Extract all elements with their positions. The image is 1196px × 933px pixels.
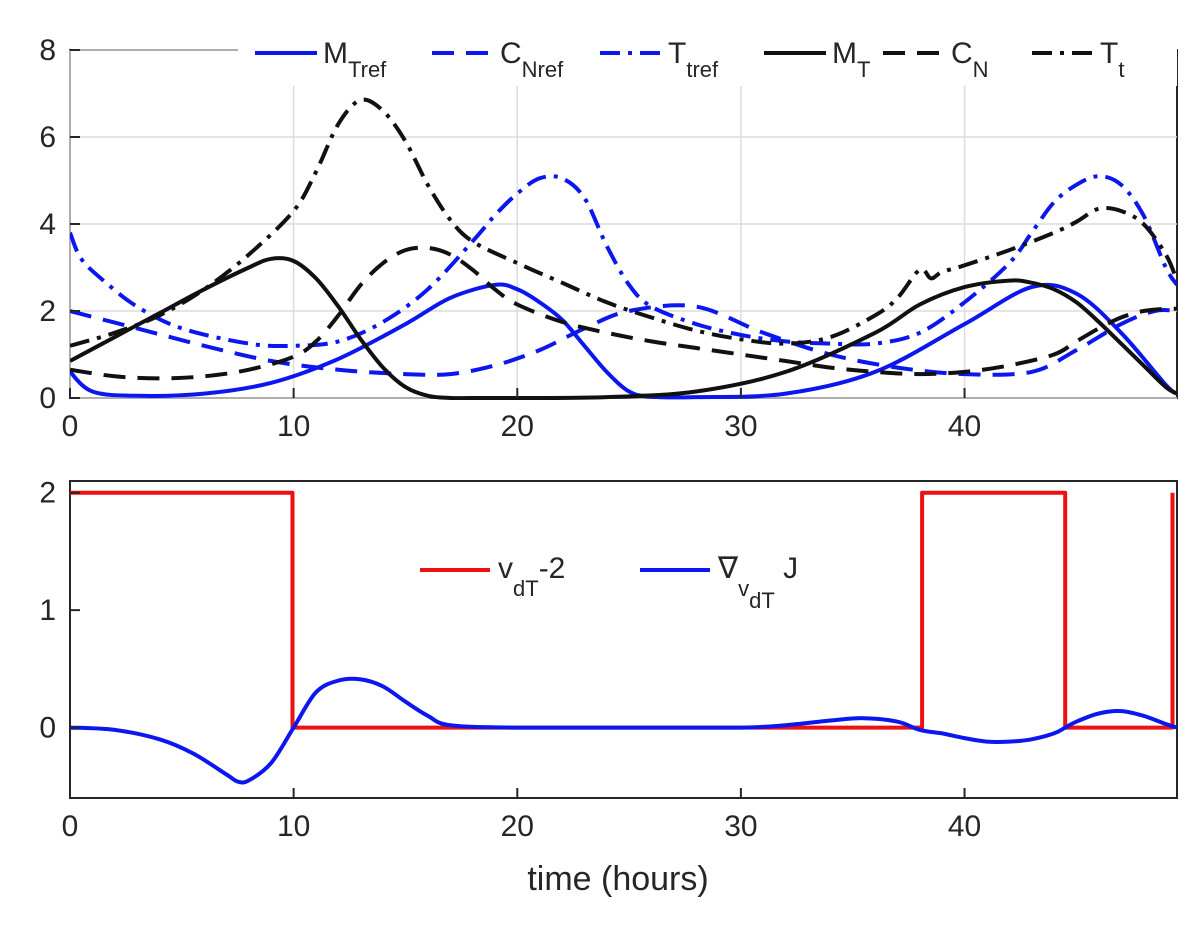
y-tick-label: 1: [39, 594, 56, 627]
legend-label-0: vdT-2: [498, 552, 565, 601]
bottom-x-tick-labels: 0 10 20 30 40: [62, 810, 982, 843]
x-tick-label: 20: [501, 410, 534, 443]
top-legend-box: [238, 36, 1177, 86]
series-line-2: [70, 174, 1177, 349]
y-tick-label: 2: [39, 295, 56, 328]
x-tick-label: 40: [948, 810, 981, 843]
top-series-lines: [70, 97, 1177, 400]
y-tick-label: 8: [39, 34, 56, 67]
series-line-5: [70, 97, 1177, 348]
x-tick-label: 40: [948, 410, 981, 443]
x-axis-label: time (hours): [527, 860, 708, 898]
legend-label-0: MTref: [323, 37, 387, 82]
y-tick-label: 4: [39, 208, 56, 241]
bottom-legend: vdT-2 ∇vdT J: [400, 548, 835, 614]
series-line-4: [70, 245, 1177, 381]
top-legend: MTref CNref Ttref MT CN Tt: [238, 36, 1177, 86]
y-tick-label: 2: [39, 477, 56, 510]
x-tick-label: 10: [277, 810, 310, 843]
series-line-1: [70, 676, 1177, 785]
x-tick-label: 0: [62, 410, 79, 443]
series-line-0: [70, 282, 1177, 400]
legend-label-1: ∇vdT J: [717, 552, 798, 613]
legend-label-1: CNref: [500, 37, 564, 82]
legend-label-4: CN: [951, 37, 989, 82]
y-tick-label: 6: [39, 121, 56, 154]
bottom-legend-box: [400, 548, 835, 614]
x-tick-label: 10: [277, 410, 310, 443]
y-tick-label: 0: [39, 712, 56, 745]
series-line-0: [70, 490, 1175, 730]
top-tick-marks: [69, 49, 966, 399]
bottom-plot-area: [69, 480, 1178, 799]
series-line-3: [70, 256, 1177, 400]
bottom-tick-marks: [69, 491, 966, 798]
top-axes: 0 2 4 6 8 0 10 20 30 40 MTref CNref Ttref MT CN Tt: [39, 34, 1178, 443]
legend-label-5: Tt: [1100, 37, 1124, 82]
top-y-tick-labels: 0 2 4 6 8: [39, 34, 56, 415]
legend-label-3: MT: [832, 37, 870, 82]
x-tick-label: 30: [724, 410, 757, 443]
x-tick-label: 20: [501, 810, 534, 843]
bottom-axes: 0 1 2 0 10 20 30 40 vdT-2 ∇vdT J time (hours): [39, 477, 1178, 898]
top-x-tick-labels: 0 10 20 30 40: [62, 410, 982, 443]
y-tick-label: 0: [39, 382, 56, 415]
x-tick-label: 30: [724, 810, 757, 843]
bottom-y-tick-labels: 0 1 2: [39, 477, 56, 745]
x-tick-label: 0: [62, 810, 79, 843]
bottom-series-lines: [70, 490, 1177, 785]
legend-label-2: Ttref: [668, 37, 719, 82]
